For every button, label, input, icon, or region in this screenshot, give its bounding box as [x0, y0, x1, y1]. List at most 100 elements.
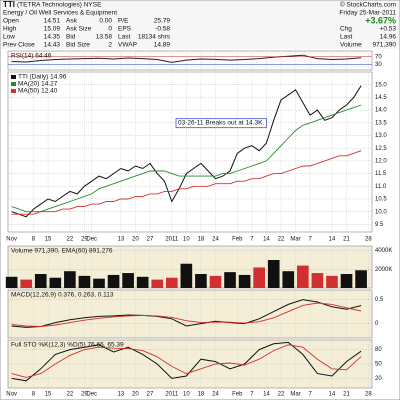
quote-label: Ask Size [66, 26, 92, 33]
volume-bar [93, 278, 105, 288]
volume-bar [326, 275, 338, 288]
volume-bar [311, 273, 324, 288]
volume-bar [64, 271, 76, 288]
y-tick-label: 70 [375, 54, 382, 60]
change-pct: +3.67% [365, 15, 396, 25]
x-tick-label: 8 [32, 392, 36, 398]
quote-label: Last [340, 34, 352, 41]
x-tick-label: Dec [86, 392, 97, 398]
volume-bar [34, 274, 47, 288]
volume-bar [151, 279, 164, 288]
y-tick-label: 2000K [375, 267, 392, 273]
volume-bar [355, 270, 367, 288]
x-tick-label: 10 [183, 392, 190, 398]
volume-bar [107, 274, 120, 288]
y-tick-label: 0.5 [375, 297, 384, 303]
x-tick-label: 15 [45, 237, 52, 243]
x-tick-label: Nov [6, 392, 17, 398]
series-line [11, 150, 362, 215]
series-line [11, 344, 362, 378]
volume-bar [20, 279, 33, 288]
volume-bar [180, 263, 193, 288]
quote-value: 971,390 [373, 42, 397, 49]
series-line [11, 341, 362, 382]
x-tick-label: Feb [232, 237, 243, 243]
series-line [11, 299, 362, 328]
y-tick-label: 13.5 [375, 120, 387, 126]
quote-value: 13.58 [96, 34, 113, 41]
panel-bg [7, 50, 373, 71]
y-tick-label: 50 [375, 362, 382, 368]
quote-value: 25.79 [154, 18, 171, 25]
volume-bar [209, 275, 222, 288]
quote-value: 14.51 [44, 18, 61, 25]
y-tick-label: 10.5 [375, 197, 387, 203]
quote-value: 15.09 [44, 26, 61, 33]
panel-bg [7, 71, 373, 233]
y-tick-label: 10.0 [375, 209, 387, 215]
legend-swatch [11, 89, 16, 93]
legend-swatch [11, 82, 16, 86]
legend-label: MA(50) 12.40 [18, 88, 58, 95]
x-tick-label: 18 [198, 392, 205, 398]
quote-value: 0.00 [99, 18, 112, 25]
x-tick-label: Dec [86, 237, 97, 243]
quote-value: +0.53 [380, 26, 397, 33]
x-tick-label: 18 [198, 237, 205, 243]
x-tick-label: 20 [132, 237, 139, 243]
volume-bar [282, 271, 295, 288]
x-tick-label: 8 [32, 237, 36, 243]
legend-label: MA(20) 14.27 [18, 81, 58, 88]
quote-value: 14.43 [44, 42, 61, 49]
x-tick-label: 27 [147, 392, 154, 398]
x-tick-label: 10 [183, 237, 190, 243]
x-tick-label: 13 [117, 392, 124, 398]
quote-value: 18134 shrs [138, 34, 171, 41]
panel-bg [7, 289, 373, 339]
x-tick-label: 7 [250, 392, 254, 398]
y-tick-label: 14.0 [375, 108, 387, 114]
quote-value: 2 [108, 42, 112, 49]
y-tick-label: 4000K [375, 248, 392, 254]
x-tick-label: 28 [365, 237, 372, 243]
x-tick-label: 2011 [165, 237, 179, 243]
header-bg [1, 1, 399, 49]
quote-label: High [3, 26, 17, 33]
volume-bar [267, 260, 280, 288]
x-tick-label: 7 [308, 237, 312, 243]
volume-bar [78, 275, 91, 288]
volume-bar [5, 276, 18, 288]
x-tick-label: 22 [278, 237, 285, 243]
volume-bar [49, 277, 62, 288]
quote-label: Bid [66, 34, 76, 41]
ticker: TTI [3, 0, 15, 9]
y-tick-label: 12.5 [375, 146, 387, 152]
quote-label: Chg [340, 26, 352, 33]
x-tick-label: 21 [343, 392, 350, 398]
volume-bar [238, 274, 251, 288]
y-tick-label: 13.0 [375, 133, 387, 139]
series-line [11, 85, 362, 218]
quote-label: Ask [66, 18, 78, 25]
panel-legend: MACD(12,26,9) 0.376, 0.263, 0.113 [11, 292, 114, 299]
x-tick-label: 14 [329, 392, 336, 398]
y-tick-label: 11.5 [375, 171, 387, 177]
x-tick-label: 14 [329, 237, 336, 243]
x-tick-label: 29 [81, 237, 88, 243]
x-tick-label: 22 [67, 392, 74, 398]
x-tick-label: 24 [212, 392, 219, 398]
x-tick-label: Nov [6, 237, 17, 243]
x-tick-label: 7 [250, 237, 254, 243]
quote-value: 0 [108, 26, 112, 33]
x-tick-label: 22 [278, 392, 285, 398]
y-tick-label: 11.0 [375, 184, 387, 190]
quote-label: Last [118, 34, 130, 41]
x-tick-label: 14 [263, 392, 270, 398]
volume-bar [297, 265, 309, 288]
series-line [11, 302, 362, 327]
x-tick-label: 7 [308, 392, 312, 398]
panel-legend: Volume 971,390, EMA(60) 891,276 [11, 248, 113, 255]
y-tick-label: 14.5 [375, 95, 387, 101]
quote-value: 14.96 [380, 34, 397, 41]
